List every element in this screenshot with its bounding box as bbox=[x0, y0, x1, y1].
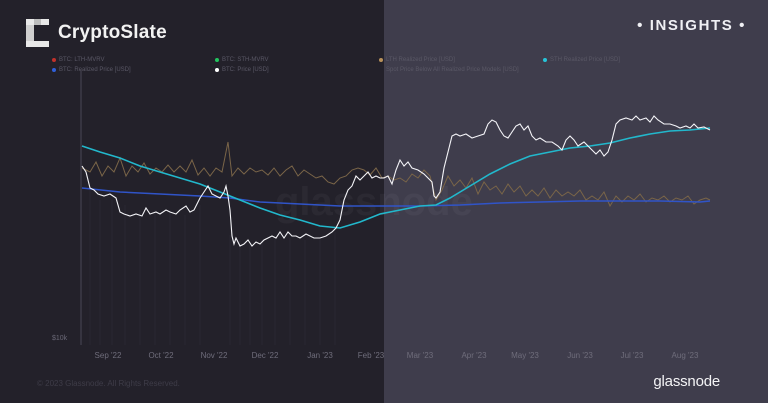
legend-dot-icon bbox=[543, 58, 547, 62]
copyright-text: © 2023 Glassnode. All Rights Reserved. bbox=[37, 379, 180, 388]
x-axis-tick: Apr '23 bbox=[461, 351, 487, 360]
legend-label: STH Realized Price [USD] bbox=[550, 57, 621, 63]
legend-item[interactable]: BTC: Realized Price [USD] bbox=[52, 67, 131, 73]
legend-item[interactable]: LTH Realized Price [USD] bbox=[379, 57, 455, 63]
x-axis-tick: Sep '22 bbox=[94, 351, 122, 360]
y-axis-tick: $10k bbox=[52, 335, 68, 342]
cryptoslate-logo-icon bbox=[26, 19, 49, 47]
legend-item[interactable]: BTC: STH-MVRV bbox=[215, 57, 269, 63]
x-axis-tick: Feb '23 bbox=[357, 351, 385, 360]
lth-realized-price-line bbox=[81, 141, 711, 208]
legend-label: Spot Price Below All Realized Price Mode… bbox=[386, 67, 519, 73]
legend-dot-icon bbox=[52, 68, 56, 72]
x-axis-tick: Jun '23 bbox=[567, 351, 593, 360]
x-axis-tick: Aug '23 bbox=[671, 351, 699, 360]
btc-realized-price-line bbox=[81, 187, 711, 207]
legend-label: BTC: Price [USD] bbox=[222, 67, 269, 73]
sth-realized-price-line bbox=[81, 127, 711, 229]
insights-badge: • INSIGHTS • bbox=[637, 17, 746, 34]
legend-dot-icon bbox=[215, 68, 219, 72]
legend-label: BTC: STH-MVRV bbox=[222, 57, 269, 63]
legend-label: BTC: Realized Price [USD] bbox=[59, 67, 131, 73]
cryptoslate-logo: CryptoSlate bbox=[26, 19, 167, 47]
legend-item[interactable]: STH Realized Price [USD] bbox=[543, 57, 620, 63]
x-axis-tick: Dec '22 bbox=[251, 351, 279, 360]
x-axis-tick: Oct '22 bbox=[148, 351, 174, 360]
brand-name: CryptoSlate bbox=[58, 22, 167, 43]
legend-dot-icon bbox=[379, 58, 383, 62]
legend-label: BTC: LTH-MVRV bbox=[59, 57, 105, 63]
glassnode-logo: glassnode bbox=[653, 373, 720, 390]
legend-dot-icon bbox=[52, 58, 56, 62]
legend-item[interactable]: BTC: Price [USD] bbox=[215, 67, 269, 73]
x-axis-tick: Nov '22 bbox=[200, 351, 228, 360]
btc-price-line bbox=[81, 115, 711, 247]
vertical-bars bbox=[89, 190, 336, 345]
x-axis-tick: May '23 bbox=[511, 351, 539, 360]
x-axis-tick: Jan '23 bbox=[307, 351, 333, 360]
legend-dot-icon bbox=[215, 58, 219, 62]
legend-label: LTH Realized Price [USD] bbox=[386, 57, 455, 63]
x-axis-tick: Mar '23 bbox=[406, 351, 434, 360]
legend-item[interactable]: BTC: LTH-MVRV bbox=[52, 57, 104, 63]
legend-item[interactable]: Spot Price Below All Realized Price Mode… bbox=[386, 67, 519, 73]
x-axis-tick: Jul '23 bbox=[620, 351, 644, 360]
